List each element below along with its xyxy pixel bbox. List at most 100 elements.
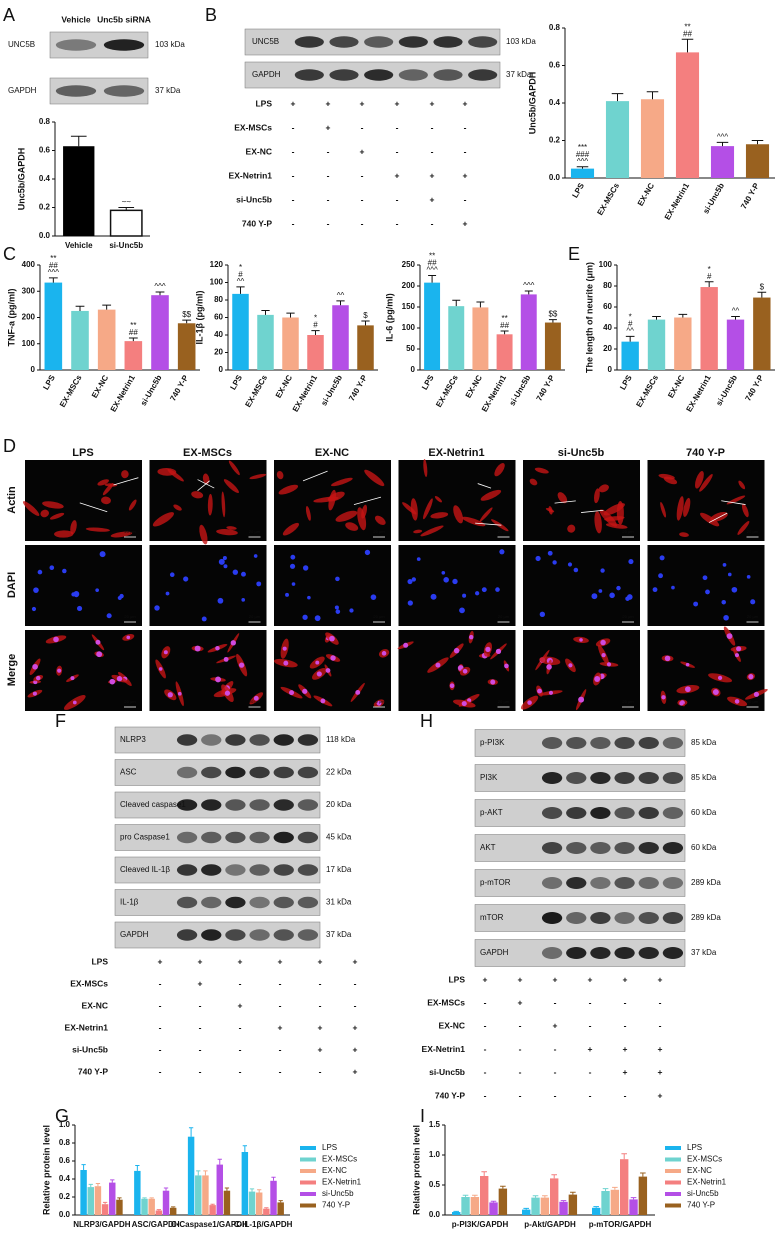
cell (423, 459, 428, 478)
blot-size-label: 20 kDa (326, 800, 352, 809)
nucleus (600, 568, 605, 573)
error-bar (678, 313, 688, 318)
error-bar (570, 1191, 576, 1195)
treatment-mark: + (360, 98, 365, 108)
x-tick-label: p-PI3K/GAPDH (452, 1220, 509, 1229)
bar (472, 307, 489, 370)
y-tick-label: 0.8 (549, 23, 561, 32)
bar (169, 1207, 177, 1215)
blot-band (662, 807, 684, 819)
blot-row-label: GAPDH (8, 86, 37, 95)
bar (44, 282, 63, 370)
bar (540, 1197, 550, 1215)
bar (63, 146, 95, 236)
cell (700, 512, 720, 527)
nucleus (568, 663, 573, 668)
scale-label: 20 μm (124, 614, 136, 619)
bar (87, 1187, 94, 1215)
scale-label: 20 μm (622, 614, 634, 619)
y-axis-label: Unc5b/GAPDH (16, 148, 26, 211)
nucleus (727, 572, 732, 577)
nucleus (95, 639, 101, 645)
blot-band (176, 929, 198, 941)
error-bar (757, 291, 767, 298)
blot-band (297, 799, 319, 811)
nucleus (289, 563, 296, 569)
cell (603, 503, 625, 516)
nucleus (407, 600, 413, 606)
treatment-mark: - (396, 146, 399, 156)
nucleus (573, 567, 579, 573)
micrograph-bg (149, 545, 267, 626)
legend-label: 740 Y-P (322, 1201, 350, 1210)
treatment-name: 740 Y-P (242, 218, 272, 228)
cell (548, 506, 553, 515)
blot-band (225, 896, 246, 909)
treatment-mark: - (279, 1044, 282, 1054)
error-bar (640, 1172, 646, 1177)
treatment-mark: - (484, 1021, 487, 1031)
cell (737, 521, 750, 535)
y-tick-label: 80 (603, 281, 612, 290)
panel-label: G (55, 1106, 69, 1126)
treatment-mark: - (327, 218, 330, 228)
cell (361, 504, 368, 519)
treatment-mark: + (353, 1066, 358, 1076)
nucleus (76, 605, 83, 612)
blot-size-label: 85 kDa (691, 773, 717, 782)
treatment-name: EX-MSCs (427, 997, 465, 1007)
cell (529, 478, 538, 486)
blot-band (273, 831, 294, 844)
blot-row-label: p-AKT (480, 808, 503, 817)
nucleus (283, 660, 289, 666)
blot-band (614, 807, 635, 819)
treatment-mark: + (353, 1044, 358, 1054)
blot-size-label: 85 kDa (691, 738, 717, 747)
blot-band (590, 842, 611, 854)
x-tick-label: 740 Y-P (347, 373, 369, 403)
blot-row-label: p-PI3K (480, 738, 505, 747)
micrograph: 20 μm (647, 545, 765, 626)
micrograph: 20 μm (523, 545, 640, 626)
blot-band (225, 864, 246, 876)
neurite-measure (708, 512, 728, 523)
bar (332, 305, 349, 370)
legend-swatch (665, 1192, 681, 1196)
panel-label: F (55, 711, 66, 731)
y-tick-label: 100 (402, 323, 416, 332)
blot-band (468, 69, 498, 81)
nucleus (230, 640, 236, 646)
blot-size-label: 17 kDa (326, 865, 352, 874)
cell (345, 522, 359, 531)
nucleus (99, 551, 106, 558)
y-tick-label: 0.6 (549, 61, 561, 70)
nucleus (177, 691, 182, 696)
cell (102, 483, 114, 496)
significance-label: * (629, 313, 632, 322)
error-bar (602, 1188, 609, 1191)
x-tick-label: EX-MSCs (634, 373, 660, 409)
treatment-mark: + (353, 1022, 358, 1032)
error-bar (264, 1207, 269, 1209)
bar (277, 1202, 284, 1215)
bar (223, 1190, 231, 1215)
bar (489, 1202, 498, 1215)
error-bar (625, 335, 635, 342)
nucleus (165, 591, 170, 596)
nucleus (679, 701, 684, 706)
scale-label: 20 μm (747, 529, 759, 534)
cell (683, 497, 691, 517)
blot-band (638, 912, 659, 924)
bar (71, 310, 89, 370)
blot-band (614, 877, 635, 889)
legend-swatch (665, 1180, 681, 1185)
scale-label: 20 μm (373, 529, 385, 534)
error-bar (95, 1183, 101, 1187)
error-bar (453, 1210, 459, 1212)
cell (738, 480, 746, 490)
treatment-mark: - (396, 218, 399, 228)
treatment-mark: + (158, 956, 163, 966)
y-tick-label: 120 (210, 260, 224, 269)
micrograph: 20 μm (398, 545, 516, 626)
blot-band (614, 737, 635, 749)
